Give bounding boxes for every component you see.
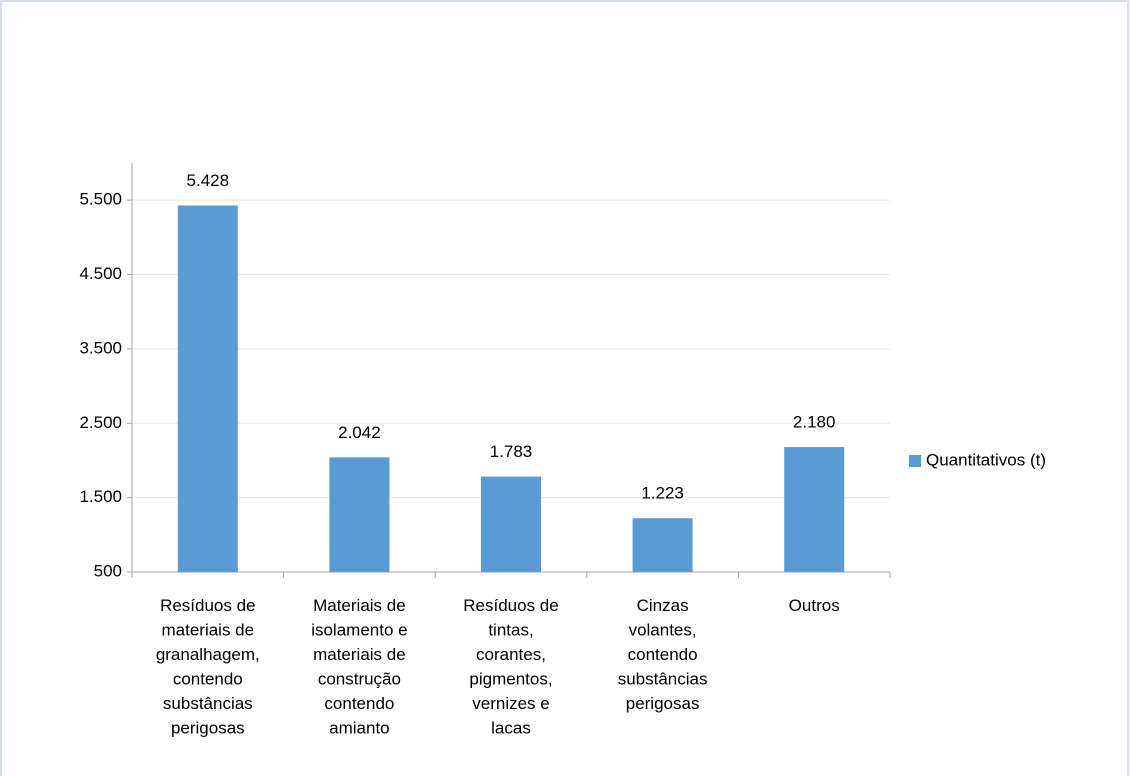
x-tick-label: Outros: [789, 596, 840, 615]
data-label: 1.223: [641, 484, 684, 503]
bar: [329, 457, 390, 572]
x-tick-label: Resíduos de materiais de granalhagem, conte…: [156, 596, 260, 738]
y-tick-label: 2.500: [79, 413, 122, 432]
data-label: 5.428: [187, 171, 230, 190]
x-tick-label: Materiais de isolamento e materiais de cons…: [311, 596, 407, 738]
legend-swatch: [909, 455, 921, 467]
data-label: 1.783: [490, 442, 533, 461]
y-tick-label: 500: [94, 561, 122, 580]
y-tick-label: 4.500: [79, 264, 122, 283]
legend-label: Quantitativos (t): [926, 450, 1046, 469]
data-label: 2.042: [338, 423, 381, 442]
bar: [481, 476, 541, 572]
x-tick-label: Resíduos de tintas, corantes, pigmentos, ver…: [463, 596, 558, 738]
y-tick-label: 3.500: [79, 338, 122, 357]
data-label: 2.180: [793, 413, 836, 432]
bar: [784, 447, 845, 572]
bar: [177, 205, 238, 572]
y-tick-label: 5.500: [79, 190, 122, 209]
bar: [632, 518, 693, 572]
y-tick-label: 1.500: [79, 487, 122, 506]
x-tick-label: Cinzas volantes, contendo substâncias perigo…: [618, 596, 708, 713]
